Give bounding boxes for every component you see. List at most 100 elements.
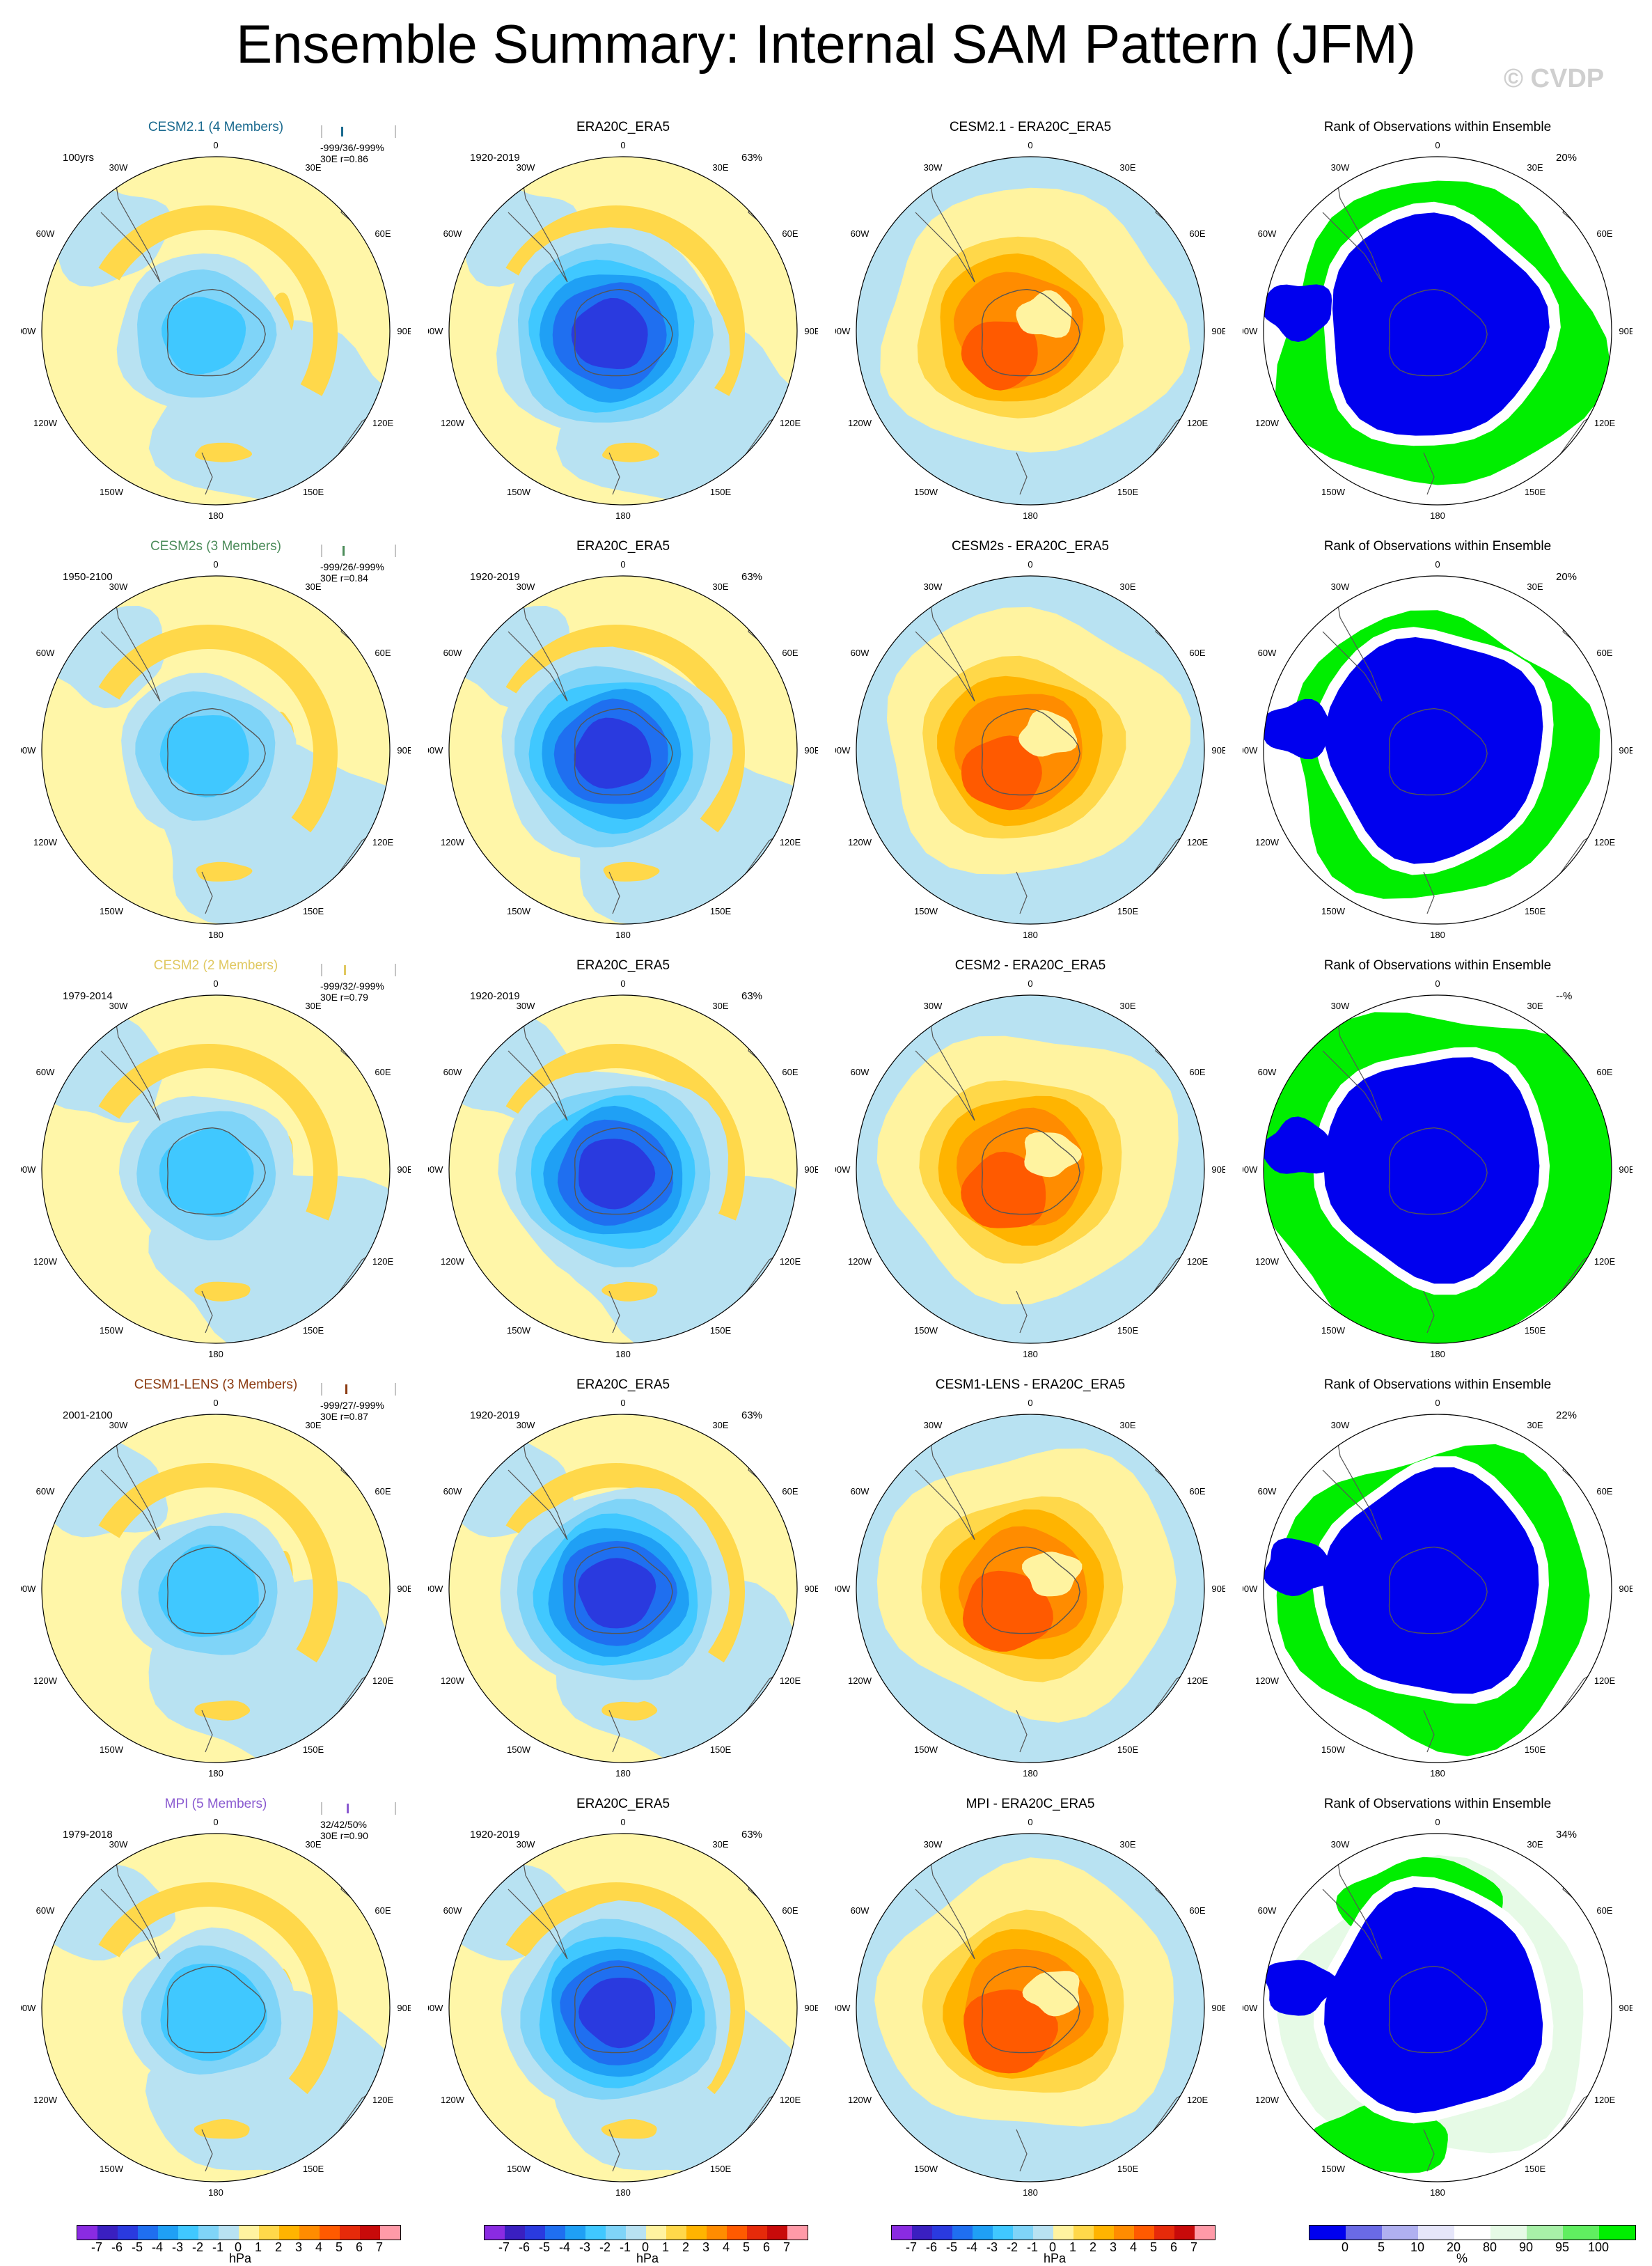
longitude-label: 150W bbox=[100, 1744, 124, 1755]
rank-low-region bbox=[1323, 1467, 1539, 1694]
longitude-label: 0 bbox=[1028, 140, 1032, 150]
longitude-label: 150E bbox=[1525, 1744, 1546, 1755]
obs-title: ERA20C_ERA5 bbox=[576, 120, 670, 134]
south-america-coastline bbox=[508, 1414, 568, 1540]
longitude-label: 0 bbox=[1435, 978, 1440, 989]
stats-percentiles: -999/26/-999% bbox=[320, 561, 384, 572]
colorbar-unit: % bbox=[1456, 2251, 1468, 2265]
colorbar-tick-label: 6 bbox=[762, 2240, 771, 2254]
longitude-label: 180 bbox=[1430, 1349, 1445, 1359]
longitude-label: 90E bbox=[804, 2003, 818, 2013]
diff-title: CESM2.1 - ERA20C_ERA5 bbox=[949, 120, 1112, 134]
colorbar-swatch bbox=[1309, 2226, 1346, 2240]
model-panel: 0 30E 60E 90E 120E 150E 180 150W 120W 90W 60W 30W19… bbox=[21, 1788, 411, 2206]
longitude-label: 30E bbox=[1119, 581, 1135, 592]
longitude-label: 60E bbox=[1596, 1905, 1612, 1916]
longitude-label: 180 bbox=[615, 1349, 631, 1359]
longitude-label: 60W bbox=[851, 1486, 870, 1497]
longitude-label: 180 bbox=[1430, 1768, 1445, 1779]
longitude-label: 180 bbox=[615, 2187, 631, 2198]
colorbar-tick-label: -6 bbox=[925, 2240, 938, 2254]
colorbar-tick-label: 5 bbox=[335, 2240, 343, 2254]
longitude-label: 0 bbox=[1435, 1817, 1440, 1827]
colorbar-tick-label: -5 bbox=[131, 2240, 143, 2254]
longitude-label: 30W bbox=[109, 1420, 128, 1430]
longitude-label: 180 bbox=[1430, 930, 1445, 940]
longitude-label: 120E bbox=[1594, 1675, 1616, 1686]
model-panel: 0 30E 60E 90E 120E 150E 180 150W 120W 90W 60W 30W20… bbox=[21, 1369, 411, 1787]
longitude-label: 150W bbox=[100, 1325, 124, 1336]
map-boundary bbox=[1263, 1414, 1612, 1763]
longitude-label: 90W bbox=[1243, 1584, 1258, 1594]
variance-percent: 63% bbox=[741, 1409, 763, 1421]
longitude-label: 30W bbox=[924, 1420, 943, 1430]
polar-map: 0 30E 60E 90E 120E 150E 180 150W 120W 90W 60W 30W bbox=[428, 559, 818, 940]
ensemble-spread-bar bbox=[321, 1383, 396, 1396]
obs-panel: 0 30E 60E 90E 120E 150E 180 150W 120W 90W 60W 30W19… bbox=[428, 1788, 818, 2206]
south-america-coastline bbox=[100, 576, 161, 702]
colorbar-tick-label: 1 bbox=[254, 2240, 262, 2254]
colorbar-tick-label: 1 bbox=[661, 2240, 670, 2254]
longitude-label: 150W bbox=[914, 906, 938, 916]
longitude-label: 150W bbox=[507, 487, 531, 497]
longitude-label: 0 bbox=[620, 140, 625, 150]
colorbar-ticks: -7 -6 -5 -4 -3 -2 -1 0 1 2 3 4 5 6 7 bbox=[466, 2240, 828, 2254]
longitude-label: 60E bbox=[1189, 1905, 1205, 1916]
colorbar-tick-label: 7 bbox=[782, 2240, 791, 2254]
longitude-label: 150W bbox=[914, 1325, 938, 1336]
period-label: 1920-2019 bbox=[470, 571, 520, 583]
new-zealand-coastline bbox=[1423, 452, 1435, 495]
rank-title: Rank of Observations within Ensemble bbox=[1323, 120, 1552, 134]
longitude-label: 120W bbox=[1255, 418, 1280, 428]
longitude-label: 120W bbox=[441, 2095, 465, 2105]
variance-percent: 63% bbox=[741, 1829, 763, 1841]
positive-ring-band bbox=[98, 1882, 338, 2095]
obs-panel: 0 30E 60E 90E 120E 150E 180 150W 120W 90W 60W 30W19… bbox=[428, 531, 818, 948]
south-america-coastline bbox=[508, 157, 568, 283]
longitude-label: 150E bbox=[303, 487, 324, 497]
colorbar-swatch bbox=[259, 2226, 279, 2240]
obs-title: ERA20C_ERA5 bbox=[576, 958, 670, 973]
longitude-label: 90E bbox=[1211, 2003, 1225, 2013]
polar-map: 0 30E 60E 90E 120E 150E 180 150W 120W 90W 60W 30W bbox=[835, 1817, 1225, 2198]
colorbar-ticks: -7 -6 -5 -4 -3 -2 -1 0 1 2 3 4 5 6 7 bbox=[874, 2240, 1236, 2254]
colorbar-swatch bbox=[1418, 2226, 1454, 2240]
longitude-label: 60E bbox=[1596, 1067, 1612, 1077]
longitude-label: 180 bbox=[1023, 930, 1038, 940]
antarctica-coastline bbox=[981, 288, 1080, 377]
obs-title: ERA20C_ERA5 bbox=[576, 539, 670, 554]
period-label: 1920-2019 bbox=[470, 1409, 520, 1421]
polar-map: 0 30E 60E 90E 120E 150E 180 150W 120W 90W 60W 30W bbox=[1243, 1398, 1633, 1779]
colorbar-swatch bbox=[1114, 2226, 1134, 2240]
new-zealand-coastline bbox=[608, 2129, 620, 2172]
colorbar-tick-label: -2 bbox=[191, 2240, 204, 2254]
colorbar-tick-label: 95 bbox=[1555, 2240, 1570, 2254]
colorbar-swatch bbox=[1599, 2226, 1635, 2240]
positive-ring-band bbox=[98, 1044, 338, 1221]
model-panel: 0 30E 60E 90E 120E 150E 180 150W 120W 90W 60W 30W19… bbox=[21, 950, 411, 1368]
longitude-label: 150W bbox=[1321, 1744, 1346, 1755]
map-boundary bbox=[41, 1833, 391, 2182]
polar-map: 0 30E 60E 90E 120E 150E 180 150W 120W 90W 60W 30W bbox=[428, 140, 818, 521]
colorbar-unit: hPa bbox=[636, 2251, 659, 2265]
map-boundary bbox=[1263, 1833, 1612, 2182]
polar-map: 0 30E 60E 90E 120E 150E 180 150W 120W 90W 60W 30W bbox=[21, 1817, 411, 2198]
longitude-label: 120E bbox=[372, 1675, 394, 1686]
colorbar-tick-label: -7 bbox=[498, 2240, 510, 2254]
longitude-label: 90E bbox=[1619, 1164, 1633, 1175]
longitude-label: 0 bbox=[213, 1817, 218, 1827]
new-zealand-coastline bbox=[201, 2129, 213, 2172]
longitude-label: 150E bbox=[710, 1744, 732, 1755]
new-zealand-coastline bbox=[1016, 1710, 1028, 1753]
longitude-label: 0 bbox=[1435, 1398, 1440, 1408]
longitude-label: 0 bbox=[1435, 140, 1440, 150]
antarctica-coastline bbox=[574, 1965, 673, 2054]
longitude-label: 90E bbox=[1211, 326, 1225, 336]
colorbar-swatch bbox=[787, 2226, 808, 2240]
rank-low-region bbox=[1264, 1960, 1338, 2016]
south-america-coastline bbox=[100, 1834, 161, 1960]
pattern-stats: -999/36/-999% 30E r=0.86 bbox=[320, 142, 384, 164]
longitude-label: 150W bbox=[1321, 1325, 1346, 1336]
longitude-label: 120W bbox=[33, 1256, 58, 1267]
map-boundary bbox=[448, 575, 798, 925]
